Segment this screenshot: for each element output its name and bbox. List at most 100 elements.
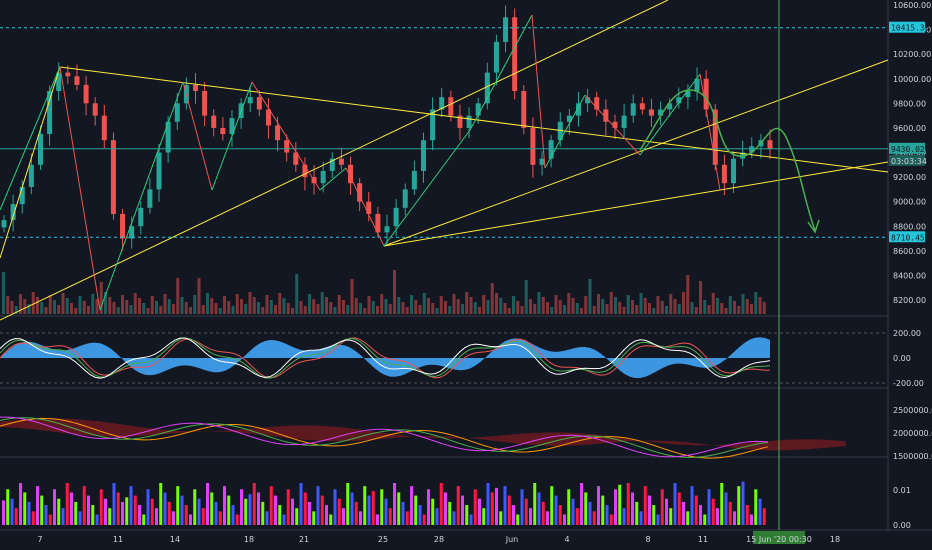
candle-body[interactable] (92, 103, 98, 116)
zigzag-segment[interactable] (99, 81, 184, 311)
candle-body[interactable] (357, 183, 363, 202)
candle-body[interactable] (229, 118, 235, 135)
candle-body[interactable] (1, 220, 7, 228)
candle-body[interactable] (156, 152, 162, 190)
candle-body[interactable] (348, 164, 354, 184)
candle-body[interactable] (667, 103, 673, 110)
zigzag-segment[interactable] (544, 94, 586, 169)
candle-body[interactable] (220, 127, 226, 135)
candle-body[interactable] (129, 226, 135, 239)
candle-body[interactable] (703, 78, 709, 110)
candle-body[interactable] (566, 115, 572, 122)
candle-body[interactable] (475, 103, 481, 116)
candle-body[interactable] (457, 115, 463, 128)
candle-body[interactable] (694, 78, 700, 92)
price-panel[interactable] (0, 5, 888, 251)
zigzag-segment[interactable] (182, 81, 213, 191)
candle-body[interactable] (512, 17, 518, 92)
zigzag-segment[interactable] (345, 167, 385, 247)
candle-body[interactable] (420, 140, 426, 171)
candle-body[interactable] (10, 204, 16, 221)
candle-body[interactable] (293, 152, 299, 165)
candle-body[interactable] (120, 213, 126, 239)
candle-body[interactable] (384, 226, 390, 233)
candle-body[interactable] (56, 72, 62, 92)
candle-body[interactable] (448, 97, 454, 116)
candle-body[interactable] (110, 140, 116, 214)
candle-body[interactable] (630, 103, 636, 116)
candle-body[interactable] (503, 17, 509, 42)
candle-body[interactable] (165, 121, 171, 153)
candle-body[interactable] (621, 115, 627, 128)
candle-body[interactable] (639, 103, 645, 110)
candle-body[interactable] (530, 127, 536, 165)
candle-body[interactable] (101, 115, 107, 141)
candle-body[interactable] (19, 186, 25, 205)
candle-body[interactable] (83, 84, 89, 104)
trendline[interactable] (0, 66, 61, 259)
oscillator-panel[interactable] (0, 332, 888, 384)
zigzag-segment[interactable] (639, 73, 701, 156)
candle-body[interactable] (47, 91, 53, 135)
zigzag-segment[interactable] (699, 73, 721, 191)
trendline[interactable] (383, 59, 889, 247)
candle-body[interactable] (211, 115, 217, 128)
candle-body[interactable] (439, 97, 445, 110)
candle-body[interactable] (338, 158, 344, 165)
zigzag-segment[interactable] (383, 129, 471, 247)
candle-body[interactable] (594, 97, 600, 110)
zigzag-segment[interactable] (584, 94, 641, 156)
candle-body[interactable] (28, 164, 34, 187)
zigzag-segment[interactable] (0, 66, 61, 211)
trendline[interactable] (59, 66, 889, 173)
candle-body[interactable] (557, 121, 563, 141)
candle-body[interactable] (302, 164, 308, 178)
trendline[interactable] (0, 0, 669, 321)
candle-body[interactable] (539, 158, 545, 165)
candle-body[interactable] (430, 109, 436, 141)
candle-body[interactable] (767, 140, 773, 149)
candle-body[interactable] (466, 115, 472, 128)
candle-body[interactable] (284, 140, 290, 153)
candle-body[interactable] (612, 121, 618, 128)
candle-body[interactable] (402, 189, 408, 208)
histogram-panel[interactable] (2, 481, 766, 525)
candle-body[interactable] (548, 140, 554, 159)
candle-body[interactable] (375, 213, 381, 233)
candle-body[interactable] (521, 91, 527, 128)
candle-body[interactable] (685, 91, 691, 98)
zigzag-segment[interactable] (319, 167, 347, 191)
candle-body[interactable] (247, 97, 253, 104)
candle-body[interactable] (721, 164, 727, 184)
candle-body[interactable] (749, 146, 755, 153)
candle-body[interactable] (411, 170, 417, 190)
zigzag-segment[interactable] (469, 14, 533, 131)
candle-body[interactable] (174, 103, 180, 122)
zigzag-segment[interactable] (59, 66, 101, 311)
candle-body[interactable] (648, 109, 654, 116)
candle-body[interactable] (603, 109, 609, 122)
candle-body[interactable] (37, 134, 43, 165)
candle-body[interactable] (202, 91, 208, 116)
candle-body[interactable] (493, 41, 499, 73)
candle-body[interactable] (585, 97, 591, 104)
zigzag-segment[interactable] (531, 14, 546, 169)
candle-body[interactable] (320, 170, 326, 184)
candle-body[interactable] (576, 103, 581, 116)
drawing-tools-layer[interactable] (0, 0, 889, 530)
projection-curve[interactable] (639, 89, 816, 231)
candle-body[interactable] (393, 207, 399, 227)
candle-body[interactable] (147, 189, 153, 208)
candle-body[interactable] (74, 76, 80, 85)
trendline[interactable] (383, 161, 889, 247)
cloud-panel[interactable] (0, 416, 846, 459)
candle-body[interactable] (658, 109, 664, 116)
candle-body[interactable] (676, 97, 682, 104)
candle-body[interactable] (65, 72, 71, 77)
candle-body[interactable] (256, 97, 262, 110)
candle-body[interactable] (193, 84, 198, 92)
candle-body[interactable] (329, 158, 335, 171)
candle-body[interactable] (275, 125, 281, 141)
candle-body[interactable] (138, 207, 144, 227)
candle-body[interactable] (265, 109, 271, 126)
